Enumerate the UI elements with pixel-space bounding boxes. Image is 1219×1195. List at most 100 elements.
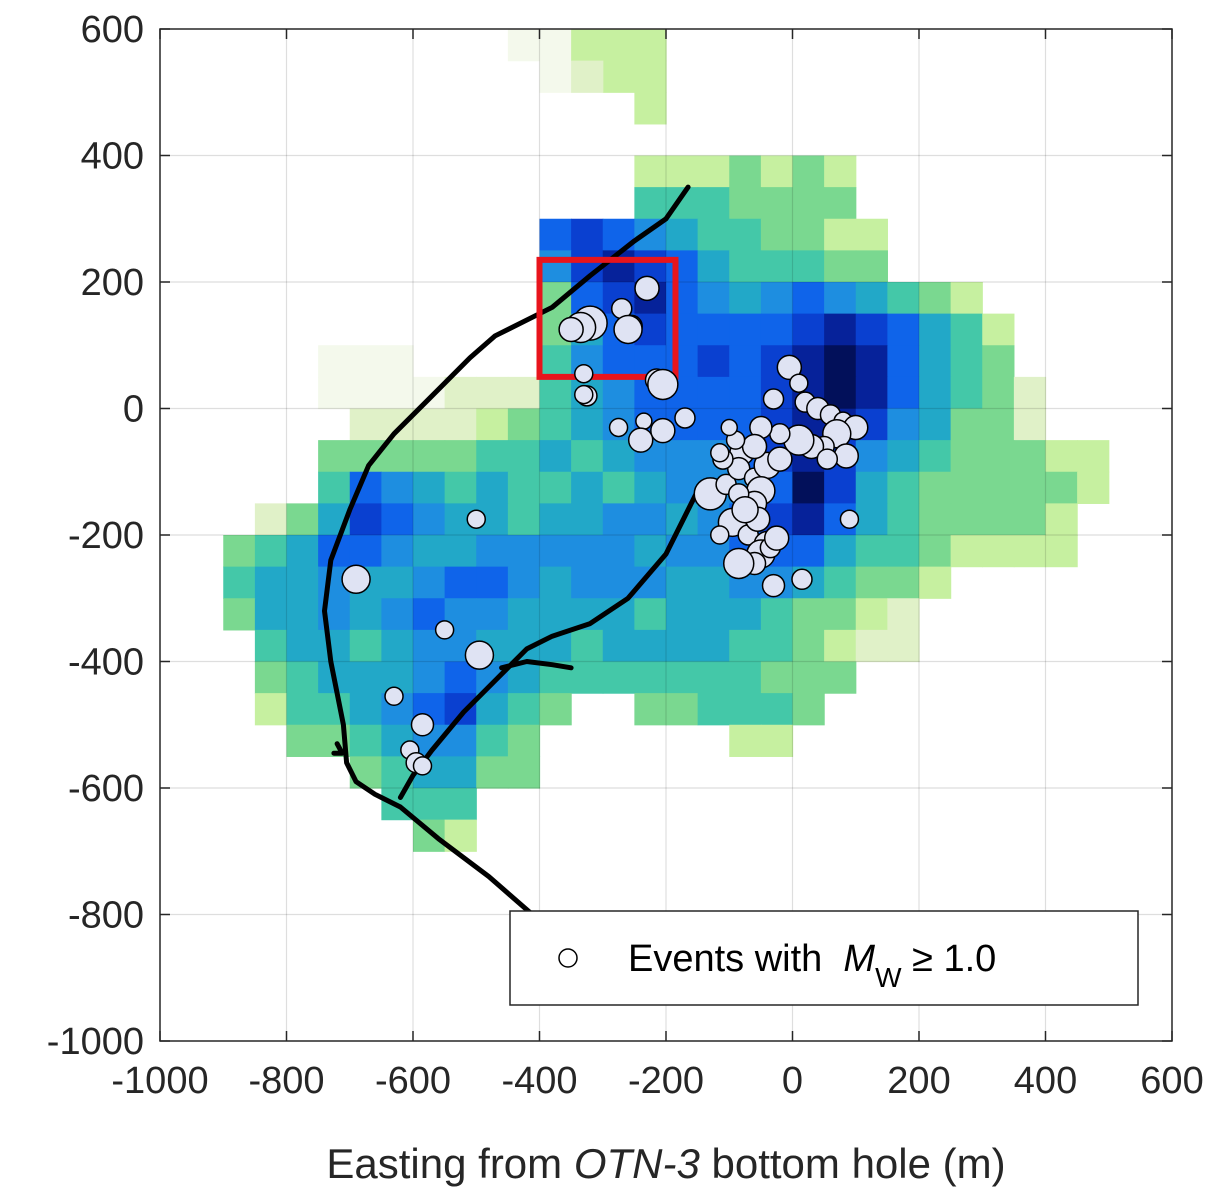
event-marker bbox=[762, 388, 785, 410]
heatmap-cell bbox=[539, 440, 572, 473]
heatmap-cell bbox=[887, 471, 920, 504]
heatmap-cell bbox=[729, 155, 762, 188]
event-marker bbox=[816, 448, 839, 470]
heatmap-cell bbox=[950, 408, 983, 441]
x-tick-label: -1000 bbox=[111, 1060, 208, 1102]
heatmap-cell bbox=[413, 788, 446, 821]
heatmap-cell bbox=[824, 345, 857, 378]
heatmap-cell bbox=[792, 250, 825, 283]
heatmap-cell bbox=[792, 155, 825, 188]
heatmap-cell bbox=[729, 313, 762, 346]
heatmap-cell bbox=[1013, 440, 1047, 473]
heatmap-cell bbox=[887, 376, 920, 410]
heatmap-cell bbox=[286, 566, 319, 599]
event-marker bbox=[776, 354, 803, 381]
heatmap-cell bbox=[697, 282, 730, 315]
heatmap-cell bbox=[254, 566, 288, 599]
heatmap-cell bbox=[982, 440, 1015, 473]
heatmap-cell bbox=[982, 535, 1015, 568]
x-axis-label-part-2: OTN-3 bbox=[574, 1140, 700, 1187]
heatmap-cell bbox=[792, 598, 825, 631]
heatmap-cell bbox=[507, 29, 541, 62]
heatmap-cell bbox=[476, 535, 509, 568]
heatmap-cell bbox=[666, 440, 699, 473]
heatmap-cell bbox=[381, 408, 414, 441]
heatmap-cell bbox=[760, 724, 794, 757]
y-tick-label: 600 bbox=[81, 9, 144, 51]
highlight-box bbox=[536, 256, 679, 380]
heatmap-cell bbox=[444, 566, 477, 599]
heatmap-cell bbox=[381, 535, 414, 568]
heatmap-cell bbox=[666, 282, 699, 315]
heatmap-cell bbox=[571, 408, 604, 441]
heatmap-cell bbox=[381, 566, 414, 599]
heatmap-cell bbox=[855, 313, 888, 346]
heatmap-cell bbox=[855, 345, 888, 378]
heatmap-cell bbox=[697, 661, 730, 694]
highlight-box-group bbox=[536, 256, 679, 380]
heatmap-cell bbox=[476, 471, 509, 504]
heatmap-cell bbox=[602, 535, 635, 568]
x-tick-label: -200 bbox=[628, 1060, 704, 1102]
heatmap-cell bbox=[507, 598, 541, 631]
heatmap-cell bbox=[666, 250, 699, 283]
heatmap-cell bbox=[1077, 471, 1110, 504]
event-marker bbox=[341, 564, 371, 595]
heatmap-cell bbox=[318, 693, 351, 726]
heatmap-cell bbox=[760, 187, 794, 220]
event-marker bbox=[710, 525, 730, 545]
heatmap-cell bbox=[602, 471, 635, 504]
event-marker bbox=[574, 384, 594, 405]
heatmap-cell bbox=[824, 376, 857, 410]
heatmap-cell bbox=[349, 503, 382, 536]
event-marker bbox=[384, 686, 404, 707]
y-tick-label: -800 bbox=[68, 895, 144, 937]
heatmap-cell bbox=[602, 376, 635, 410]
heatmap-cell bbox=[444, 756, 477, 789]
heatmap-cell bbox=[507, 693, 541, 726]
heatmap-cell bbox=[254, 535, 288, 568]
heatmap-cell bbox=[602, 629, 635, 663]
heatmap-cell bbox=[887, 408, 920, 441]
heatmap-cell bbox=[318, 629, 351, 663]
heatmap-cell bbox=[919, 471, 952, 504]
heatmap-cell bbox=[223, 535, 256, 568]
heatmap-cell bbox=[349, 535, 382, 568]
heatmap-cell bbox=[697, 376, 730, 410]
heatmap-cell bbox=[539, 376, 572, 410]
heatmap-cell bbox=[539, 566, 572, 599]
heatmap-cell bbox=[349, 408, 382, 441]
heatmap-cell bbox=[919, 313, 952, 346]
heatmap-cell bbox=[855, 218, 888, 251]
heatmap-cell bbox=[919, 440, 952, 473]
event-marker bbox=[791, 568, 813, 591]
heatmap-cell bbox=[1013, 376, 1047, 410]
heatmap-cell bbox=[476, 376, 509, 410]
event-marker bbox=[627, 427, 654, 453]
fault-traces bbox=[322, 184, 701, 924]
legend-label: Events with MW ≥ 1.0 bbox=[628, 938, 996, 993]
heatmap-cell bbox=[413, 440, 446, 473]
heatmap-cell bbox=[634, 661, 667, 694]
event-marker bbox=[769, 423, 791, 445]
heatmap-cell bbox=[444, 376, 477, 410]
x-tick-label: -400 bbox=[501, 1060, 577, 1102]
heatmap-cell bbox=[697, 155, 730, 188]
heatmap-cell bbox=[697, 693, 730, 726]
heatmap-cell bbox=[286, 503, 319, 536]
event-marker bbox=[720, 418, 738, 437]
heatmap-cell bbox=[286, 629, 319, 663]
heatmap-cell bbox=[1013, 408, 1047, 441]
heatmap-cell bbox=[413, 376, 446, 410]
fault-trace bbox=[397, 488, 701, 800]
heatmap-cell bbox=[413, 408, 446, 441]
legend-symbol: M bbox=[843, 938, 875, 980]
heatmap-cell bbox=[349, 661, 382, 694]
heatmap-cell bbox=[507, 471, 541, 504]
heatmap-cell bbox=[919, 408, 952, 441]
fault-trace bbox=[499, 659, 574, 671]
heatmap-cell bbox=[792, 629, 825, 663]
heatmap-cell bbox=[887, 535, 920, 568]
heatmap-cell bbox=[855, 471, 888, 504]
heatmap-cell bbox=[824, 187, 857, 220]
